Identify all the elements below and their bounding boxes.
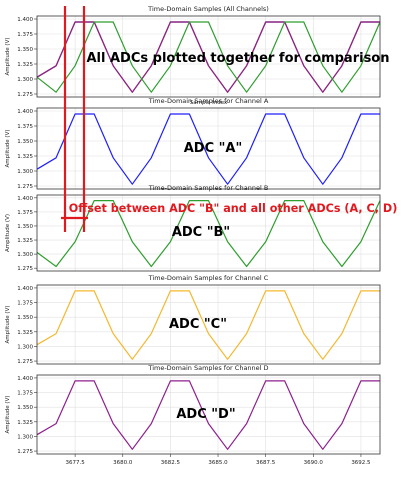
panel-annotation: ADC "A" <box>184 141 243 156</box>
panel-annotation: ADC "D" <box>176 407 235 422</box>
series-line <box>36 290 380 360</box>
y-tick-label: 1.275 <box>17 359 33 365</box>
y-tick-label: 1.375 <box>17 124 33 130</box>
panel-annotation: All ADCs plotted together for comparison <box>87 51 390 66</box>
series-line <box>36 113 380 185</box>
y-axis-label: Amplitude (V) <box>5 130 11 168</box>
axes-frame <box>36 107 381 190</box>
chart-title: Time-Domain Samples for Channel B <box>148 184 269 192</box>
plot-area <box>37 195 380 271</box>
y-tick-label: 1.350 <box>17 47 33 53</box>
axes-frame <box>36 194 381 272</box>
y-tick-label: 1.300 <box>17 344 33 350</box>
x-tick-label: 3690.0 <box>304 460 324 466</box>
axes-frame <box>36 15 381 98</box>
x-tick-label: 3687.5 <box>256 460 276 466</box>
y-tick-label: 1.325 <box>17 420 33 426</box>
y-tick-label: 1.375 <box>17 301 33 307</box>
y-tick-label: 1.300 <box>17 252 33 258</box>
y-tick-label: 1.300 <box>17 169 33 175</box>
chart-panel-4: 1.275 1.300 1.325 1.350 1.375 1.400 Amplitude … <box>5 364 381 466</box>
chart-title: Time-Domain Samples for Channel D <box>147 364 268 372</box>
x-tick-label: 3682.5 <box>161 460 181 466</box>
chart-panel-3: 1.275 1.300 1.325 1.350 1.375 1.400 Amplitude … <box>5 274 381 365</box>
panel-annotation: ADC "C" <box>169 317 227 332</box>
chart-panel-0: 1.275 1.300 1.325 1.350 1.375 1.400 Amplitude … <box>5 5 390 106</box>
y-axis-label: Amplitude (V) <box>5 214 11 252</box>
y-axis-label: Amplitude (V) <box>5 396 11 434</box>
offset-annotation: Offset between ADC "B" and all other ADC… <box>69 202 398 215</box>
y-tick-label: 1.375 <box>17 391 33 397</box>
y-tick-label: 1.325 <box>17 330 33 336</box>
y-tick-label: 1.275 <box>17 449 33 455</box>
y-tick-label: 1.400 <box>17 109 33 115</box>
y-tick-label: 1.300 <box>17 77 33 83</box>
x-axis-label: Sample Index <box>190 100 228 106</box>
y-tick-label: 1.275 <box>17 266 33 272</box>
y-tick-label: 1.275 <box>17 184 33 190</box>
y-tick-label: 1.275 <box>17 92 33 98</box>
y-tick-label: 1.325 <box>17 62 33 68</box>
chart-title: Time-Domain Samples for Channel C <box>148 274 269 282</box>
y-tick-label: 1.375 <box>17 210 33 216</box>
x-tick-label: 3677.5 <box>65 460 85 466</box>
plot-area <box>37 108 380 189</box>
y-tick-label: 1.300 <box>17 434 33 440</box>
panel-annotation: ADC "B" <box>172 225 230 240</box>
y-axis-label: Amplitude (V) <box>5 38 11 76</box>
y-tick-label: 1.375 <box>17 32 33 38</box>
y-tick-label: 1.350 <box>17 315 33 321</box>
y-axis-label: Amplitude (V) <box>5 306 11 344</box>
plot-area <box>37 285 380 364</box>
y-tick-label: 1.325 <box>17 154 33 160</box>
series-line <box>36 21 381 93</box>
plot-area <box>37 375 380 454</box>
x-tick-label: 3692.5 <box>351 460 371 466</box>
y-tick-label: 1.325 <box>17 238 33 244</box>
y-tick-label: 1.350 <box>17 139 33 145</box>
y-tick-label: 1.350 <box>17 224 33 230</box>
plot-area <box>37 16 380 97</box>
chart-title: Time-Domain Samples (All Channels) <box>147 5 269 13</box>
axes-frame <box>36 374 381 455</box>
chart-panel-2: 1.275 1.300 1.325 1.350 1.375 1.400 Amplitude … <box>5 184 381 272</box>
series-line <box>36 380 380 450</box>
x-tick-label: 3685.0 <box>208 460 228 466</box>
y-tick-label: 1.400 <box>17 17 33 23</box>
series-line <box>36 200 381 268</box>
x-tick-label: 3680.0 <box>113 460 133 466</box>
y-tick-label: 1.400 <box>17 376 33 382</box>
y-tick-label: 1.350 <box>17 405 33 411</box>
y-tick-label: 1.400 <box>17 196 33 202</box>
chart-panel-1: 1.275 1.300 1.325 1.350 1.375 1.400 Amplitude … <box>5 97 381 190</box>
y-tick-label: 1.400 <box>17 286 33 292</box>
chart-title: Time-Domain Samples for Channel A <box>148 97 269 105</box>
axes-frame <box>36 284 381 365</box>
